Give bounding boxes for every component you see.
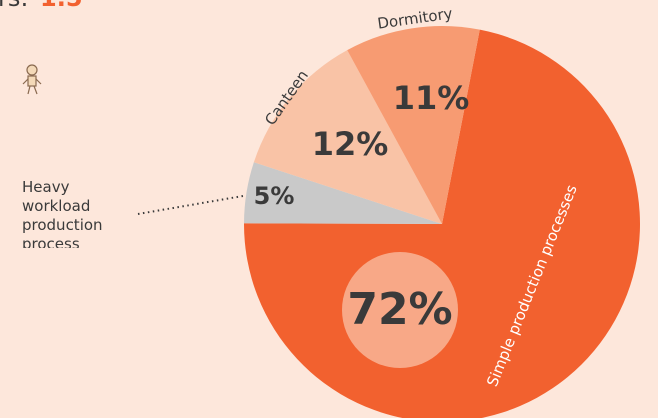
value-label: 5% (254, 182, 295, 210)
label-badge (342, 252, 458, 368)
value-label: 11% (393, 79, 470, 117)
category-label-text: Heavy workload production process (22, 178, 103, 248)
icon (22, 64, 42, 95)
value-label: 72% (347, 284, 452, 335)
category-label: Heavy workload production process (22, 178, 103, 248)
pie-slice (244, 162, 442, 224)
title-fragment: rs: (0, 0, 28, 12)
title-value: 1.5 (40, 0, 83, 12)
pie-slice (243, 29, 640, 418)
pie-slice (347, 25, 480, 224)
pie-slice (253, 50, 442, 225)
value-label: 12% (312, 125, 389, 163)
